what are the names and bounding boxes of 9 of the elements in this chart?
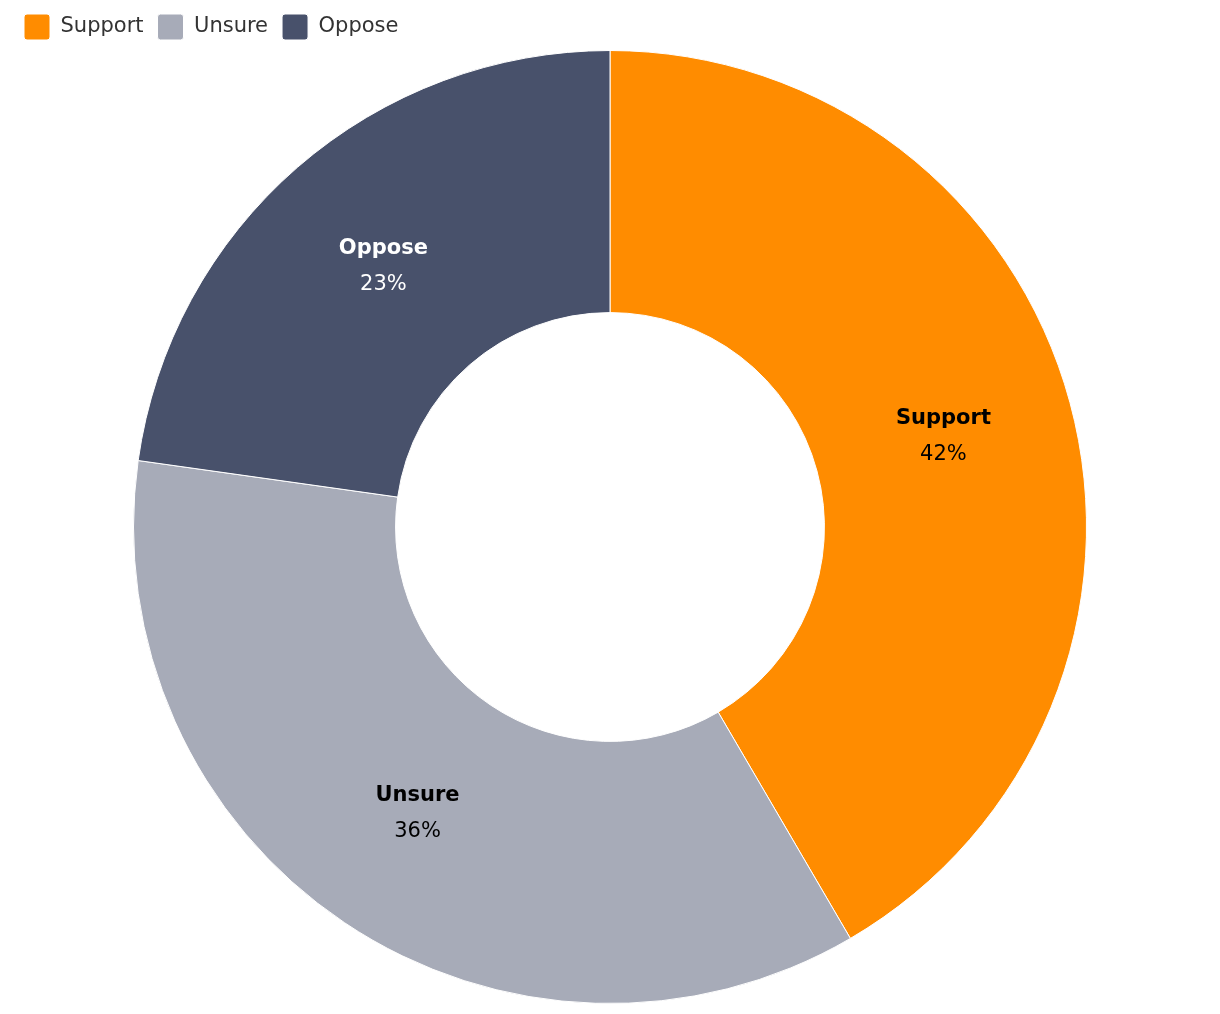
legend-label: Oppose bbox=[318, 13, 399, 38]
slice-label: Support bbox=[895, 405, 991, 430]
legend-label: Support bbox=[60, 13, 144, 38]
data-label: 36% bbox=[394, 818, 441, 843]
data-label: 23% bbox=[360, 270, 407, 295]
slice-label: Unsure bbox=[375, 782, 460, 807]
legend-label: Unsure bbox=[194, 13, 269, 38]
slice-label: Oppose bbox=[338, 234, 428, 259]
data-label: 42% bbox=[920, 441, 967, 466]
